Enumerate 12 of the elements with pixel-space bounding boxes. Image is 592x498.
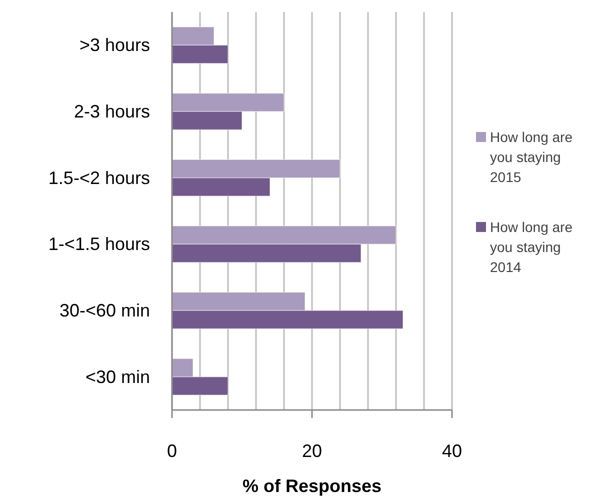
x-tick-label: 0: [166, 441, 178, 461]
y-tick-label: <30 min: [85, 366, 150, 387]
legend-label: How long are you staying 2015: [490, 129, 573, 185]
legend-label: How long are you staying 2014: [490, 219, 573, 275]
y-tick-label: 1.5-<2 hours: [48, 168, 150, 188]
y-tick-label: 30-<60 min: [59, 300, 150, 320]
x-axis-title: % of Responses: [242, 476, 382, 496]
y-tick-label: 2-3 hours: [74, 102, 150, 122]
x-tick-label: 20: [302, 441, 322, 461]
y-tick-label: >3 hours: [79, 35, 150, 56]
x-tick-label: 40: [442, 441, 462, 461]
y-tick-label: 1-<1.5 hours: [48, 234, 150, 254]
